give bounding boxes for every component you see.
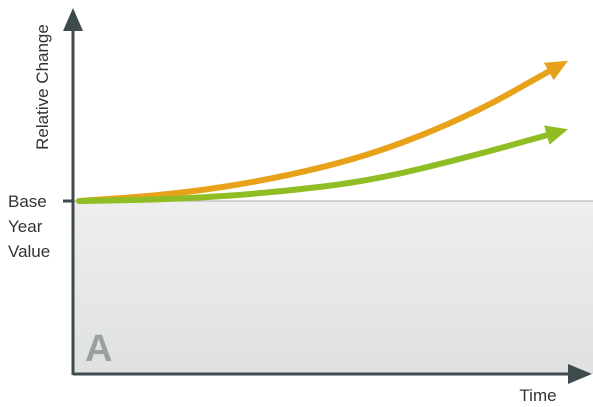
baseline-label-line-1: Base: [8, 192, 47, 211]
x-axis: [73, 364, 592, 384]
baseline-label-line-2: Year: [8, 217, 43, 236]
series-line-green: [76, 131, 552, 204]
x-axis-label: Time: [519, 386, 556, 405]
baseline-label-line-3: Value: [8, 242, 50, 261]
series-layer: [76, 60, 568, 204]
series-line-orange: [76, 67, 554, 204]
series-arrowhead-orange-icon: [543, 60, 568, 81]
y-axis-arrow-icon: [63, 8, 83, 31]
series-arrowhead-green-icon: [544, 125, 568, 145]
x-axis-arrow-icon: [568, 364, 592, 384]
lower-region: [73, 201, 593, 374]
y-axis-label: Relative Change: [33, 24, 52, 150]
panel-label: A: [85, 328, 112, 370]
